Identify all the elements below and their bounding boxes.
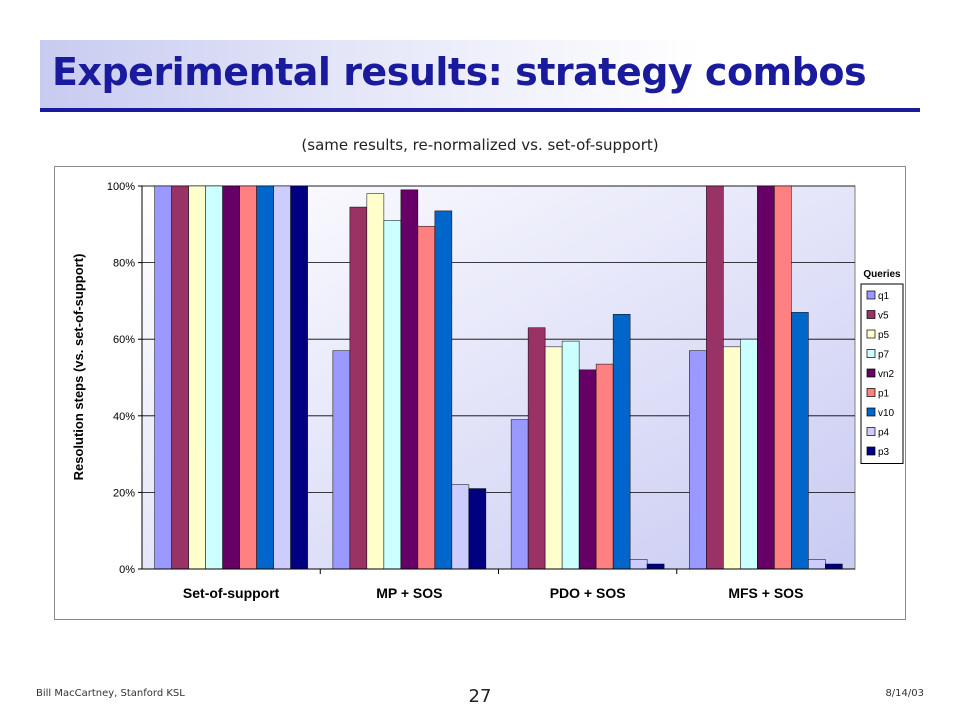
legend-title: Queries bbox=[863, 269, 901, 280]
bar-p1 bbox=[595, 363, 614, 570]
legend-swatch-p1 bbox=[866, 388, 876, 397]
legend-label-p4: p4 bbox=[878, 428, 890, 439]
y-axis-label: Resolution steps (vs. set-of-support) bbox=[71, 254, 86, 481]
bar-p3 bbox=[290, 185, 308, 570]
x-category-label: MP + SOS bbox=[376, 585, 442, 601]
bar-q1 bbox=[332, 350, 351, 570]
legend-swatch-p4 bbox=[866, 427, 876, 436]
y-tick-label: 20% bbox=[113, 487, 135, 499]
bar-p4 bbox=[451, 484, 470, 570]
legend-swatch-p3 bbox=[866, 446, 876, 456]
bar-q1 bbox=[154, 185, 172, 570]
bar-p7 bbox=[740, 338, 758, 570]
bar-p1 bbox=[239, 185, 257, 570]
bar-p5 bbox=[723, 346, 741, 570]
bar-v5 bbox=[527, 327, 546, 570]
bar-v5 bbox=[349, 206, 368, 570]
legend-label-p5: p5 bbox=[878, 330, 890, 341]
legend-swatch-q1 bbox=[866, 290, 876, 300]
legend-swatch-p7 bbox=[866, 349, 876, 358]
legend-label-p3: p3 bbox=[878, 447, 890, 458]
chart-subtitle: (same results, re-normalized vs. set-of-… bbox=[301, 136, 659, 154]
bar-chart: 0% 20% 40% 60% 80% 100% Set-of-support MP + SOS… bbox=[71, 181, 904, 601]
legend-swatch-vn2 bbox=[866, 368, 876, 378]
bar-p1 bbox=[417, 225, 436, 570]
legend-label-q1: q1 bbox=[878, 291, 890, 302]
bar-p7 bbox=[205, 185, 223, 570]
bar-vn2 bbox=[578, 369, 597, 570]
y-tick-label: 60% bbox=[113, 334, 135, 346]
bar-vn2 bbox=[400, 189, 419, 570]
bar-q1 bbox=[510, 419, 529, 570]
footer-author: Bill MacCartney, Stanford KSL bbox=[36, 688, 185, 699]
bar-p7 bbox=[383, 220, 402, 570]
page-number: 27 bbox=[468, 686, 492, 707]
bar-p7 bbox=[561, 340, 580, 570]
bar-p3 bbox=[825, 563, 843, 570]
y-tick-label: 0% bbox=[119, 564, 135, 576]
bar-vn2 bbox=[757, 185, 775, 570]
bar-p1 bbox=[774, 185, 792, 570]
bar-p4 bbox=[273, 185, 291, 570]
x-category-label: MFS + SOS bbox=[728, 585, 803, 601]
slide-title: Experimental results: strategy combos bbox=[52, 50, 867, 94]
legend: q1 v5 p5 p7 vn2 p1 v10 p4 p3 bbox=[860, 283, 904, 464]
bar-v10 bbox=[256, 185, 274, 570]
legend-label-p7: p7 bbox=[878, 350, 890, 361]
y-tick-label: 100% bbox=[107, 181, 135, 193]
title-underline bbox=[40, 108, 920, 112]
legend-label-vn2: vn2 bbox=[878, 369, 895, 380]
y-tick-label: 40% bbox=[113, 411, 135, 423]
bar-p5 bbox=[188, 185, 206, 570]
legend-label-v5: v5 bbox=[878, 311, 889, 322]
bar-p3 bbox=[468, 488, 487, 570]
bar-v5 bbox=[706, 185, 724, 570]
legend-swatch-v10 bbox=[866, 407, 876, 417]
bar-q1 bbox=[689, 350, 707, 570]
bar-p4 bbox=[808, 559, 826, 570]
bar-v5 bbox=[171, 185, 189, 570]
bar-p5 bbox=[544, 346, 563, 570]
x-category-label: PDO + SOS bbox=[550, 585, 626, 601]
legend-label-v10: v10 bbox=[878, 408, 895, 419]
chart-frame: 0% 20% 40% 60% 80% 100% Set-of-support MP + SOS… bbox=[54, 166, 906, 620]
footer-date: 8/14/03 bbox=[885, 688, 924, 699]
bar-v10 bbox=[434, 210, 453, 570]
legend-swatch-p5 bbox=[866, 329, 876, 339]
bar-p5 bbox=[366, 193, 385, 570]
legend-label-p1: p1 bbox=[878, 389, 890, 400]
title-band bbox=[40, 40, 920, 110]
bar-p4 bbox=[629, 559, 648, 570]
legend-swatch-v5 bbox=[866, 310, 876, 319]
bar-v10 bbox=[791, 312, 809, 570]
bar-vn2 bbox=[222, 185, 240, 570]
y-tick-label: 80% bbox=[113, 258, 135, 270]
bar-v10 bbox=[612, 314, 631, 570]
bar-p3 bbox=[646, 563, 665, 570]
x-category-label: Set-of-support bbox=[183, 585, 280, 601]
